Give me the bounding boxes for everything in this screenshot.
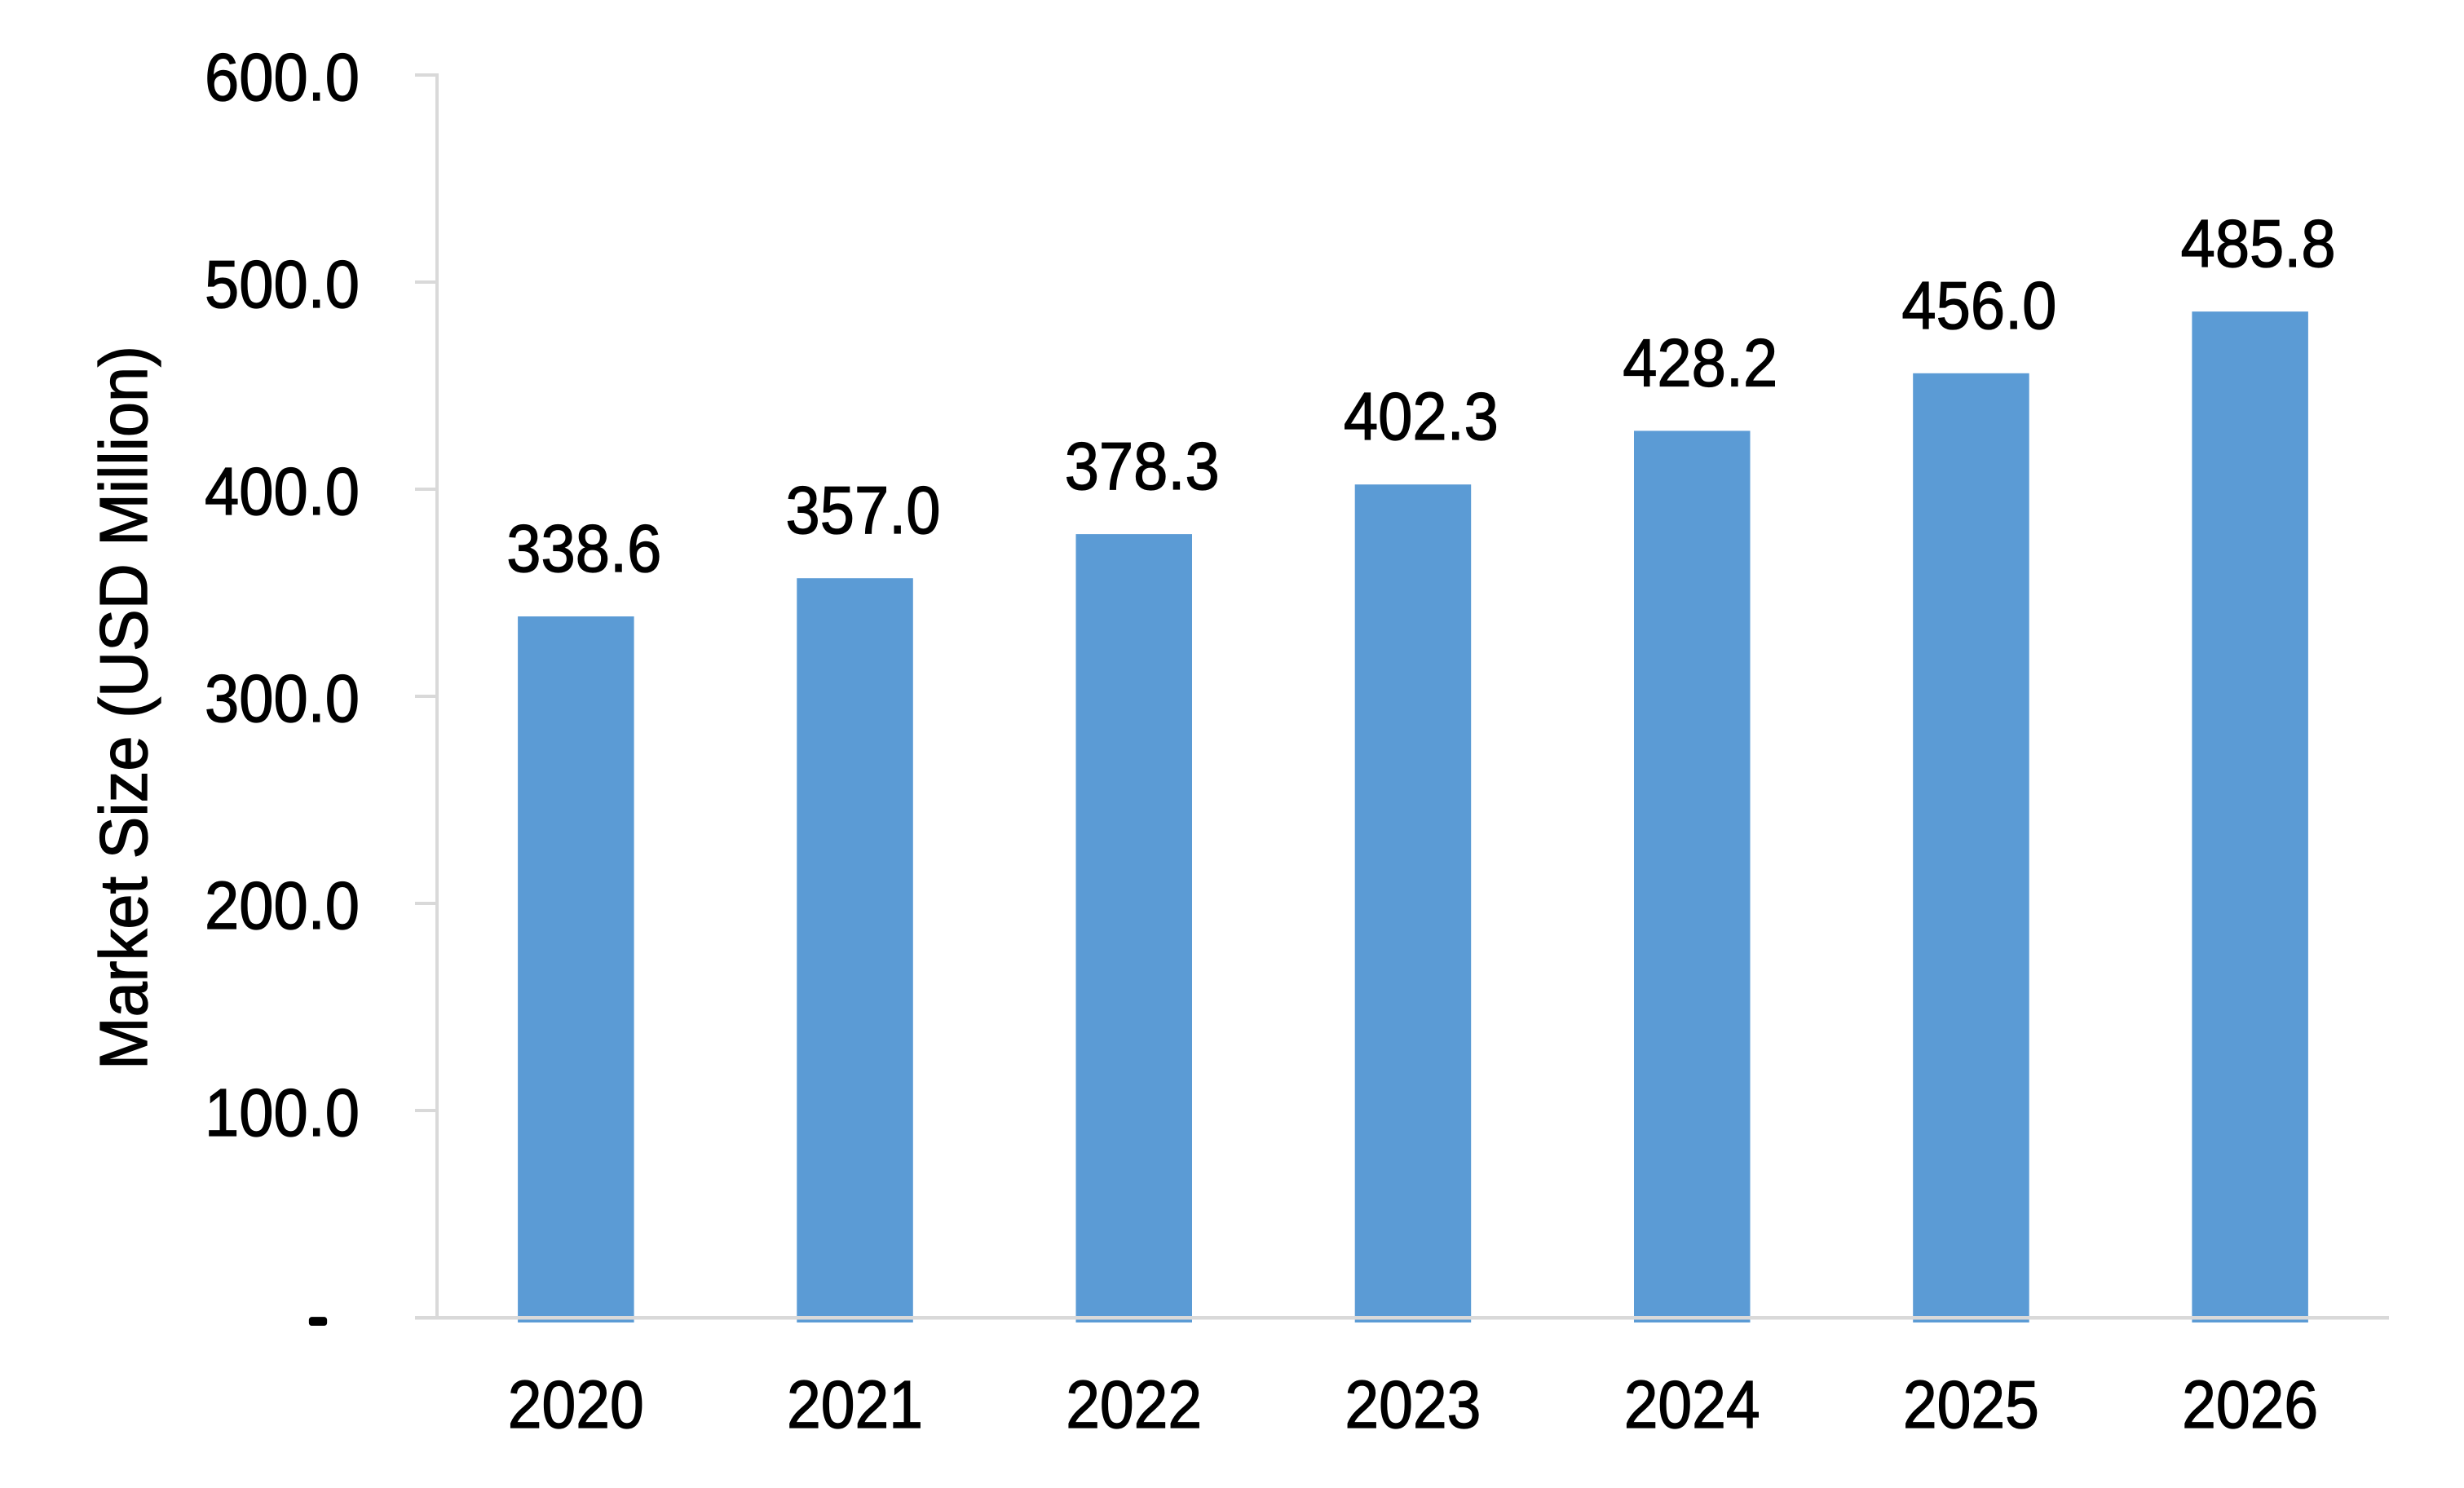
svg-text:402.3: 402.3: [1344, 378, 1499, 454]
svg-text:2021: 2021: [787, 1367, 923, 1442]
svg-text:428.2: 428.2: [1623, 325, 1777, 400]
svg-text:2022: 2022: [1066, 1367, 1202, 1442]
svg-text:500.0: 500.0: [205, 246, 360, 322]
svg-text:2020: 2020: [508, 1367, 644, 1442]
svg-text:338.6: 338.6: [506, 510, 661, 586]
svg-text:357.0: 357.0: [786, 472, 941, 548]
svg-text:2023: 2023: [1345, 1367, 1481, 1442]
svg-text:378.3: 378.3: [1065, 428, 1220, 504]
svg-text:2026: 2026: [2182, 1367, 2318, 1442]
svg-text:600.0: 600.0: [205, 39, 360, 115]
svg-text:485.8: 485.8: [2181, 205, 2336, 281]
svg-text:100.0: 100.0: [205, 1075, 360, 1150]
svg-text:300.0: 300.0: [205, 660, 360, 736]
svg-text:2024: 2024: [1624, 1367, 1760, 1442]
svg-text:200.0: 200.0: [205, 868, 360, 943]
svg-text:400.0: 400.0: [205, 453, 360, 529]
svg-text:Market Size (USD Million): Market Size (USD Million): [86, 346, 161, 1070]
svg-text:2025: 2025: [1903, 1367, 2039, 1442]
svg-text:456.0: 456.0: [1901, 267, 2056, 343]
